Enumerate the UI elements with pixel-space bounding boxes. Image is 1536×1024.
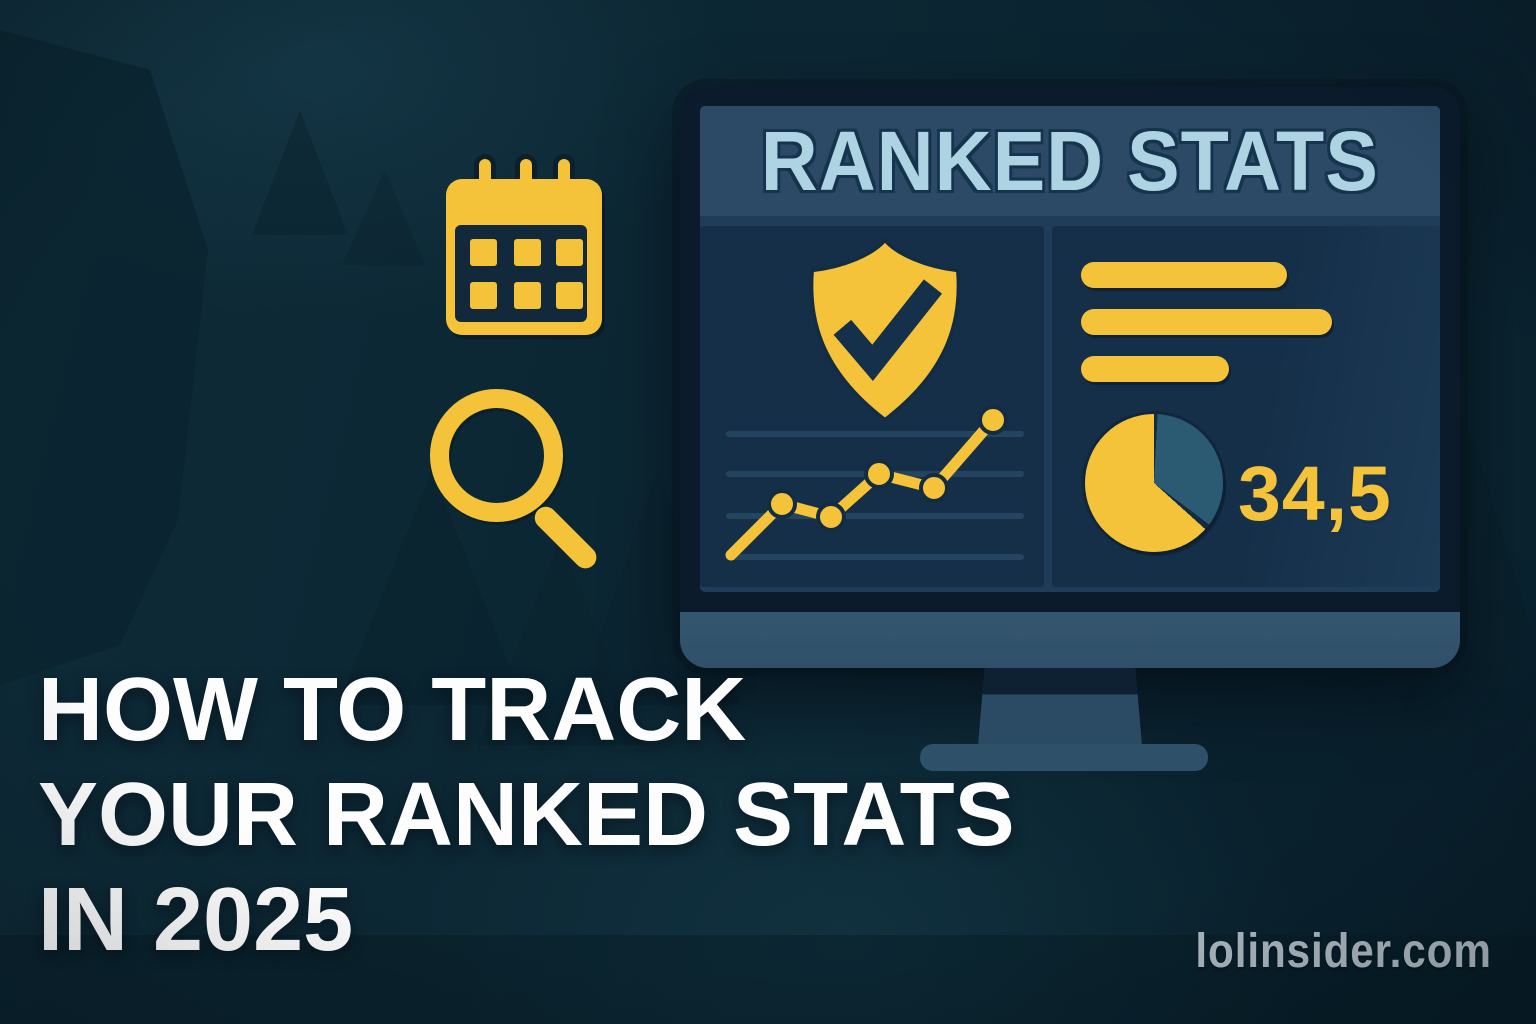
monitor-illustration: RANKED STATS 34,5 [680, 87, 1460, 668]
calendar-grid-cell [556, 282, 583, 309]
watermark: lolinsider.com [1196, 924, 1492, 979]
calendar-grid-cell [514, 282, 541, 309]
shield-check-icon [809, 237, 961, 422]
calendar-grid-cell [514, 239, 541, 266]
monitor-chin [680, 612, 1460, 668]
stat-bar [1081, 356, 1229, 382]
search-icon [428, 387, 608, 573]
stat-bar [1081, 262, 1287, 288]
monitor-stand [978, 668, 1142, 746]
title-line: YOUR RANKED STATS [38, 763, 1015, 868]
pie-chart [1085, 414, 1223, 552]
calendar-grid-cell [470, 282, 497, 309]
calendar-grid-cell [556, 239, 583, 266]
dashboard-title: RANKED STATS [761, 113, 1379, 210]
calendar-grid [455, 225, 587, 322]
calendar-icon [446, 155, 602, 335]
stat-value: 34,5 [1238, 450, 1392, 539]
page-title: HOW TO TRACK YOUR RANKED STATS IN 2025 [38, 658, 1015, 973]
dashboard-screen: RANKED STATS 34,5 [700, 106, 1440, 592]
dashboard-header-bar: RANKED STATS [700, 106, 1440, 216]
line-chart [725, 405, 1024, 561]
stat-bar [1081, 309, 1332, 335]
calendar-grid-cell [470, 239, 497, 266]
title-line: IN 2025 [38, 868, 1015, 973]
panel-performance [700, 226, 1044, 587]
panel-stats: 34,5 [1052, 226, 1440, 587]
calendar-body [446, 179, 602, 335]
title-line: HOW TO TRACK [38, 658, 1015, 763]
monitor-base [920, 744, 1208, 771]
